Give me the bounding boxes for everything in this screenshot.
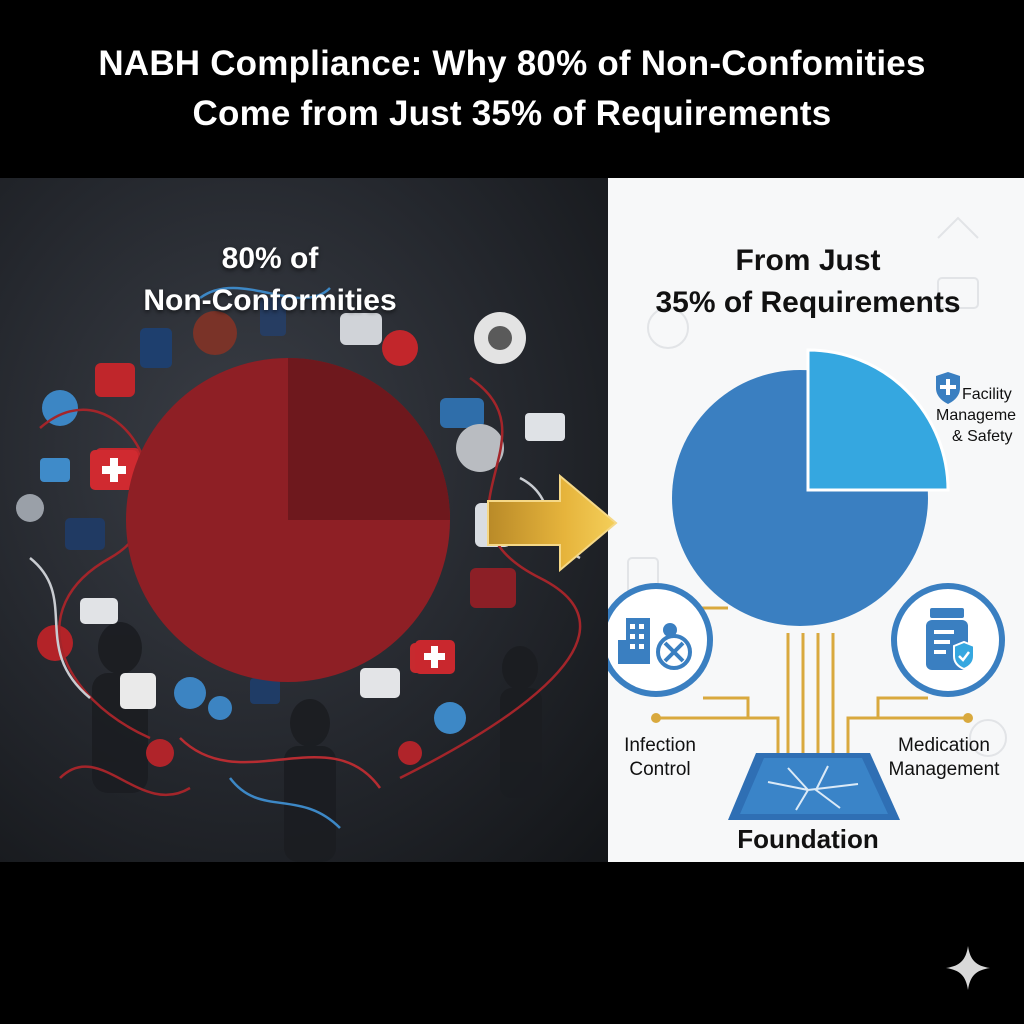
right-heading-line-1: From Just [735, 244, 881, 277]
medical-case-icon [415, 640, 455, 674]
infection-control-label: Infection Control [608, 734, 716, 782]
title-line-1: NABH Compliance: Why 80% of Non-Confomit… [98, 44, 926, 83]
medication-label-line-2: Management [888, 759, 1000, 780]
tangled-cables [29, 286, 582, 829]
facility-label: Facility Manageme & Safety [936, 384, 1016, 447]
right-pie-chart [672, 348, 950, 626]
bottom-bar [0, 862, 1024, 1024]
infection-label-line-1: Infection [624, 735, 696, 756]
sparkle-icon [946, 946, 990, 990]
foundation-label: Foundation [737, 824, 879, 854]
structure-illustration [608, 216, 1007, 820]
left-pie-slice [288, 358, 450, 520]
infection-label-line-2: Control [629, 759, 691, 780]
building-icon [618, 618, 650, 664]
title-bar: NABH Compliance: Why 80% of Non-Confomit… [0, 0, 1024, 178]
left-heading-line-1: 80% of [221, 242, 319, 275]
first-aid-box-icon [90, 450, 138, 490]
facility-label-line-3: & Safety [952, 428, 1013, 445]
infection-control-badge [608, 583, 713, 697]
left-heading-line-2: Non-Conformities [143, 284, 397, 317]
right-pie-slice [806, 348, 950, 492]
scattered-medical-objects [16, 298, 565, 767]
circuit-nodes [651, 713, 973, 723]
title-line-2: Come from Just 35% of Requirements [192, 94, 832, 133]
foundation-platform [728, 753, 900, 820]
right-panel: From Just 35% of Requirements Facility M… [608, 178, 1024, 862]
transition-arrow [487, 473, 618, 573]
shield-check-icon [953, 640, 975, 671]
virus-blocked-icon [656, 623, 692, 670]
right-heading-line-2: 35% of Requirements [655, 286, 961, 319]
medication-management-label: Medication Management [884, 734, 1004, 782]
medication-label-line-1: Medication [898, 735, 990, 756]
left-heading: 80% of Non-Conformities [70, 238, 470, 322]
chaos-illustration [16, 286, 582, 862]
medication-management-badge [891, 583, 1005, 697]
facility-label-line-2: Manageme [936, 407, 1017, 424]
shield-cross-icon [936, 372, 960, 404]
right-heading: From Just 35% of Requirements [608, 240, 1008, 324]
facility-label-line-1: Facility [962, 386, 1012, 403]
left-pie-chart [126, 358, 450, 682]
